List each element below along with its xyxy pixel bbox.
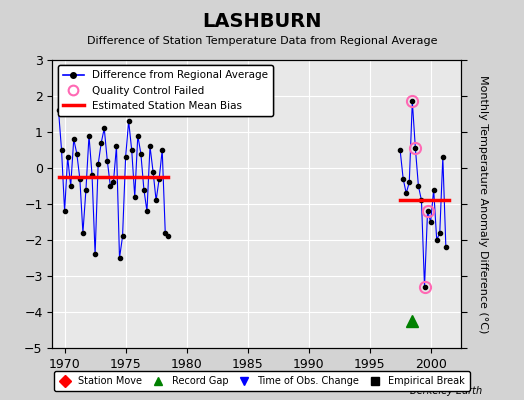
- Text: Berkeley Earth: Berkeley Earth: [410, 386, 482, 396]
- Legend: Difference from Regional Average, Quality Control Failed, Estimated Station Mean: Difference from Regional Average, Qualit…: [58, 65, 273, 116]
- Y-axis label: Monthly Temperature Anomaly Difference (°C): Monthly Temperature Anomaly Difference (…: [478, 75, 488, 333]
- Text: LASHBURN: LASHBURN: [202, 12, 322, 31]
- Legend: Station Move, Record Gap, Time of Obs. Change, Empirical Break: Station Move, Record Gap, Time of Obs. C…: [54, 372, 470, 391]
- Text: Difference of Station Temperature Data from Regional Average: Difference of Station Temperature Data f…: [87, 36, 437, 46]
